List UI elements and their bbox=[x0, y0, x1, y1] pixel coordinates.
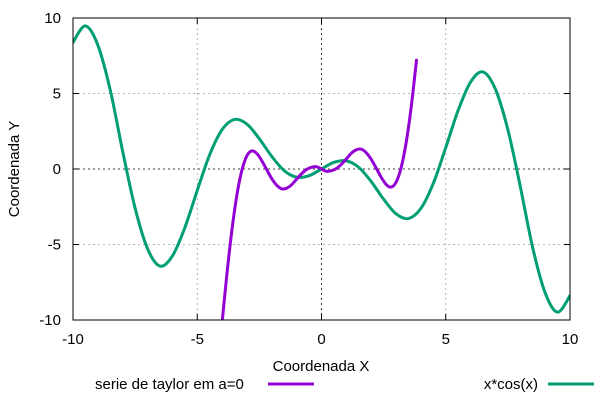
y-tick-label: -10 bbox=[39, 312, 61, 329]
legend-label-taylor: serie de taylor em a=0 bbox=[95, 376, 244, 393]
legend: serie de taylor em a=0 x*cos(x) bbox=[95, 376, 594, 393]
plot-area bbox=[73, 24, 570, 320]
y-tick-label: -5 bbox=[48, 237, 61, 254]
legend-label-xcos: x*cos(x) bbox=[484, 376, 538, 393]
legend-item-xcos: x*cos(x) bbox=[484, 376, 594, 393]
legend-item-taylor: serie de taylor em a=0 bbox=[95, 376, 314, 393]
x-axis-label: Coordenada X bbox=[273, 358, 370, 375]
x-tick-label: -10 bbox=[62, 331, 84, 348]
axis-ticks: -10 -5 0 5 10 -10 -5 0 5 10 bbox=[39, 10, 578, 348]
y-tick-label: 0 bbox=[53, 161, 61, 178]
y-tick-label: 5 bbox=[53, 86, 61, 103]
x-tick-label: 5 bbox=[442, 331, 450, 348]
series-line-taylor bbox=[220, 58, 418, 320]
x-tick-label: 10 bbox=[562, 331, 579, 348]
x-tick-label: 0 bbox=[317, 331, 325, 348]
y-tick-label: 10 bbox=[44, 10, 61, 27]
plot-frame bbox=[72, 17, 571, 321]
y-axis-label: Coordenada Y bbox=[6, 121, 23, 217]
x-tick-label: -5 bbox=[191, 331, 204, 348]
